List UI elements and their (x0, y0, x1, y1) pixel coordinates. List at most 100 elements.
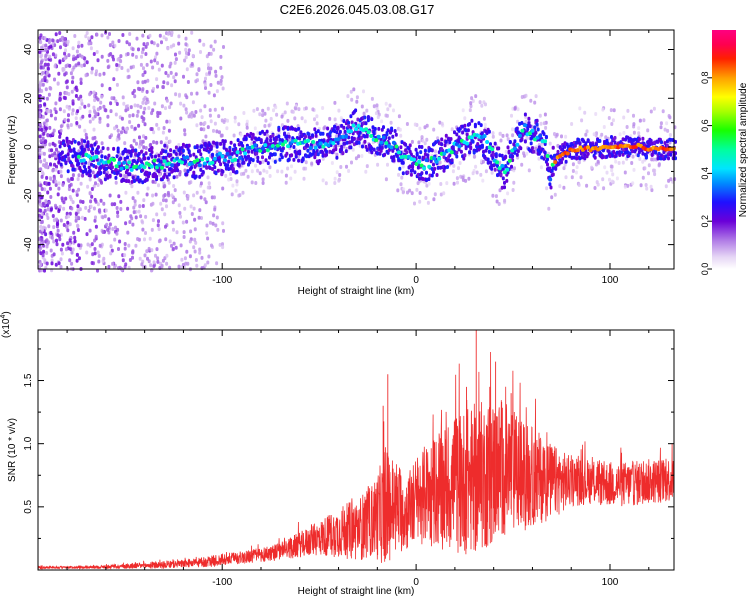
spec-ridge-cell (214, 170, 218, 175)
spec-ridge-cell (554, 166, 558, 171)
spec-ridge-cell (83, 147, 86, 152)
spec-haze-cell (571, 169, 575, 173)
spec-noise-cell (38, 113, 41, 118)
spec-noise-cell (76, 177, 80, 182)
spec-ridge-cell (404, 142, 408, 147)
spec-noise-cell (46, 216, 50, 220)
spec-ridge-cell (515, 152, 519, 157)
colorbar-tick-label: 0.0 (700, 263, 710, 276)
spec-haze-cell (384, 101, 388, 106)
spec-ridge-cell (314, 133, 318, 138)
spec-noise-cell (212, 128, 215, 133)
spec-noise-cell (96, 97, 100, 102)
spec-noise-cell (72, 57, 75, 62)
spec-noise-cell (115, 63, 119, 67)
spec-haze-cell (420, 135, 424, 140)
spec-noise-cell (133, 199, 137, 204)
spec-ridge-cell (344, 149, 348, 154)
spec-haze-cell (250, 169, 254, 174)
spec-noise-cell (222, 45, 225, 49)
spec-ridge-cell (215, 144, 219, 149)
spec-noise-cell (206, 175, 210, 180)
spec-ridge-cell (516, 149, 520, 154)
spec-haze-cell (274, 105, 278, 110)
spec-noise-cell (40, 128, 44, 132)
spec-noise-cell (41, 227, 45, 232)
spec-ridge-cell (419, 150, 423, 155)
spec-noise-cell (47, 200, 51, 205)
spec-noise-cell (195, 263, 199, 268)
spec-noise-cell (68, 63, 72, 68)
spec-ridge-cell (73, 139, 77, 144)
spec-ridge-cell (624, 150, 627, 155)
spec-core-cell (389, 145, 394, 150)
spec-noise-cell (50, 261, 54, 266)
spec-haze-cell (345, 164, 348, 169)
spec-noise-cell (195, 123, 199, 128)
spec-ridge-cell (364, 121, 368, 126)
spec-ridge-cell (162, 149, 166, 154)
spec-core-cell (220, 154, 225, 159)
spec-ridge-cell (119, 173, 123, 178)
spec-noise-cell (182, 190, 186, 195)
spec-noise-cell (145, 192, 149, 197)
spec-haze-cell (558, 184, 562, 189)
spec-noise-cell (91, 252, 95, 257)
spec-ridge-cell (644, 154, 648, 159)
spec-noise-cell (89, 46, 93, 51)
spec-haze-cell (548, 141, 552, 146)
spec-noise-cell (77, 61, 81, 66)
spec-ridge-cell (313, 127, 317, 132)
spec-noise-cell (45, 175, 49, 180)
spec-ridge-cell (162, 155, 166, 160)
spec-noise-cell (124, 104, 128, 109)
spec-noise-cell (92, 105, 96, 110)
spec-core-cell (238, 155, 243, 160)
spec-ridge-cell (307, 132, 311, 137)
spec-core-cell (417, 159, 422, 164)
spec-noise-cell (110, 96, 114, 101)
spec-haze-cell (242, 111, 246, 115)
spec-noise-cell (55, 242, 59, 247)
spec-noise-cell (58, 60, 62, 65)
spec-noise-cell (161, 258, 165, 263)
spec-ridge-cell (391, 134, 395, 139)
spec-noise-cell (68, 238, 72, 243)
spec-ridge-cell (77, 161, 81, 166)
spec-noise-cell (62, 206, 66, 211)
spec-haze-cell (289, 176, 293, 181)
spec-noise-cell (190, 114, 193, 119)
spec-noise-cell (66, 177, 70, 182)
spec-ridge-cell (611, 153, 615, 158)
spec-ridge-cell (382, 125, 385, 130)
spec-ridge-cell (633, 137, 637, 142)
spec-ridge-cell (528, 148, 532, 153)
spec-ridge-cell (334, 147, 338, 152)
spec-noise-cell (70, 250, 74, 255)
spec-core-cell (152, 158, 157, 163)
spec-ridge-cell (100, 154, 104, 159)
spec-noise-cell (152, 264, 156, 269)
spec-noise-cell (39, 262, 43, 267)
spec-haze-cell (226, 118, 229, 123)
spec-noise-cell (213, 121, 217, 126)
spec-haze-cell (631, 154, 635, 159)
spec-haze-cell (614, 159, 618, 164)
spec-haze-cell (427, 181, 431, 186)
spec-noise-cell (49, 195, 53, 199)
spec-haze-cell (644, 183, 648, 187)
spec-noise-cell (57, 181, 61, 186)
spec-noise-cell (198, 38, 202, 43)
spec-noise-cell (43, 268, 46, 273)
spec-noise-cell (178, 92, 181, 97)
spec-ridge-cell (258, 131, 262, 136)
spec-haze-cell (252, 108, 256, 113)
spec-noise-cell (162, 80, 166, 85)
spec-noise-cell (123, 174, 127, 179)
spec-haze-cell (575, 165, 579, 170)
spec-haze-cell (469, 101, 473, 106)
spec-core-cell (253, 143, 258, 148)
